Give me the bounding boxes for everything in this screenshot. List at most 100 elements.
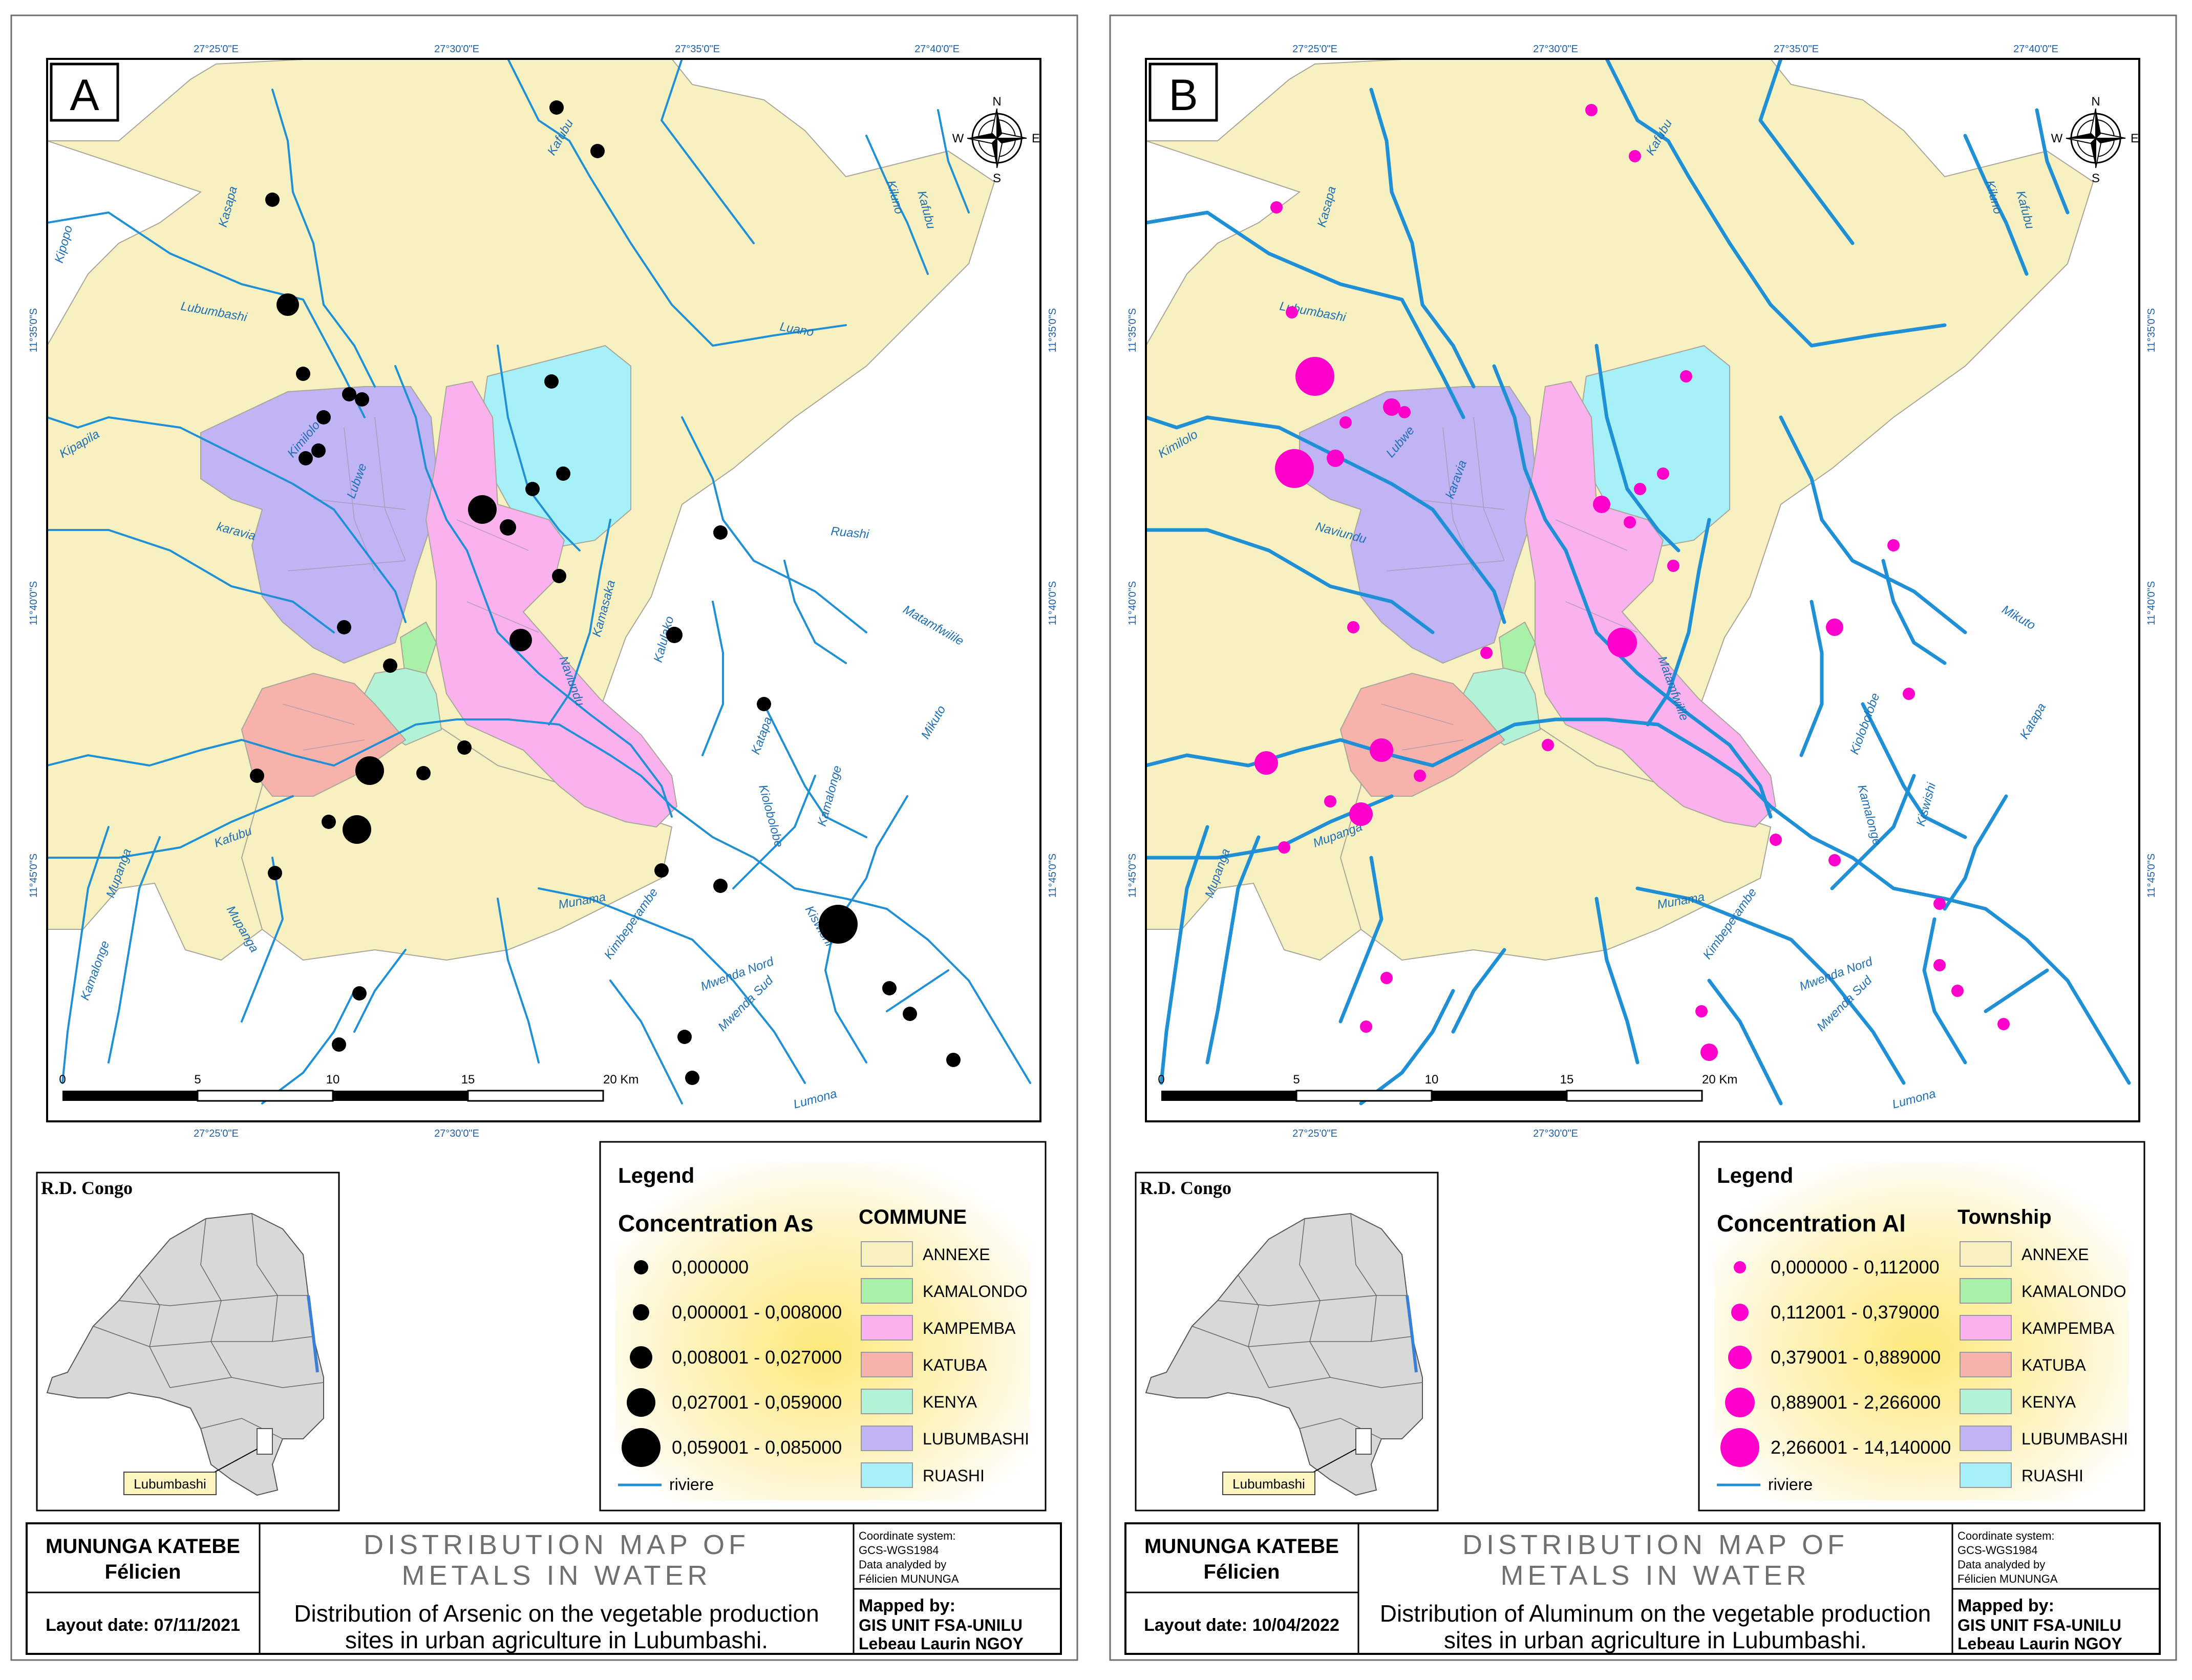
sampling-point — [509, 629, 532, 651]
sampling-point — [311, 443, 326, 458]
scale-tick-0: 0 — [1158, 1073, 1164, 1087]
lon-label: 27°30'0"E — [434, 44, 479, 55]
legend-class-symbol — [1731, 1304, 1749, 1321]
sampling-point — [1286, 306, 1298, 318]
sampling-point — [1680, 370, 1692, 382]
legend-title: Legend — [1717, 1163, 1793, 1187]
legend-commune-swatch — [1960, 1389, 2012, 1414]
subtitle-line1: Distribution of Aluminum on the vegetabl… — [1380, 1600, 1931, 1627]
sampling-point — [549, 100, 564, 115]
sampling-point — [337, 620, 351, 634]
mapped-by-label: Mapped by: — [1957, 1596, 2054, 1615]
lat-label: 11°40'0"S — [1127, 581, 1138, 625]
legend-classes: 0,000000 - 0,112000 0,112001 - 0,379000 0,… — [1720, 1257, 1951, 1467]
mapped-by-person: Lebeau Laurin NGOY — [1957, 1634, 2122, 1653]
sampling-point — [713, 525, 728, 540]
sampling-point — [556, 466, 570, 481]
scale-tick-10: 10 — [1425, 1073, 1439, 1087]
legend-commune-label: RUASHI — [2021, 1466, 2083, 1485]
mapped-by-label: Mapped by: — [859, 1596, 955, 1615]
subtitle-line2: sites in urban agriculture in Lubumbashi… — [345, 1627, 768, 1653]
sampling-point — [544, 374, 559, 389]
sampling-point — [1360, 1020, 1372, 1033]
sampling-point — [355, 392, 369, 407]
lon-label: 27°35'0"E — [675, 44, 720, 55]
sampling-point — [1327, 450, 1344, 467]
inset-map: R.D. Congo Lubumbashi — [36, 1172, 340, 1512]
legend-concentration-title: Concentration Al — [1717, 1210, 1906, 1237]
sampling-point — [1887, 539, 1900, 551]
lon-label-bottom: 27°30'0"E — [1533, 1128, 1578, 1139]
lon-label: 27°30'0"E — [1533, 44, 1578, 55]
sampling-point — [332, 1037, 346, 1052]
sampling-point — [1593, 496, 1610, 513]
sampling-point — [525, 482, 540, 496]
legend-commune-swatch — [1960, 1241, 2012, 1267]
lat-label-right: 11°35'0"S — [2146, 308, 2157, 352]
legend-communes: ANNEXE KAMALONDO KAMPEMBA KATUBA KENYA LUBUMB… — [1960, 1241, 2128, 1488]
subtitle-line2: sites in urban agriculture in Lubumbashi… — [1444, 1627, 1867, 1653]
sampling-point — [355, 756, 384, 785]
legend-commune-label: KAMALONDO — [2021, 1282, 2126, 1301]
lon-label: 27°25'0"E — [194, 44, 239, 55]
sampling-point — [1933, 959, 1946, 971]
legend-commune-label: LUBUMBASHI — [923, 1430, 1029, 1448]
sampling-point — [552, 569, 566, 583]
sampling-point — [1414, 770, 1426, 782]
legend-commune-label: ANNEXE — [923, 1245, 990, 1264]
lat-label-right: 11°40'0"S — [2146, 581, 2157, 625]
lat-label-right: 11°45'0"S — [1047, 854, 1058, 898]
inset-title: R.D. Congo — [41, 1178, 133, 1198]
map-frame — [46, 58, 1041, 1122]
lon-label: 27°40'0"E — [914, 44, 960, 55]
sampling-point — [383, 658, 397, 673]
data-analysed-label: Data analyded by — [859, 1558, 946, 1571]
map-title-line1: DISTRIBUTION MAP OF — [1462, 1529, 1848, 1560]
legend-commune-label: KATUBA — [923, 1356, 987, 1374]
sampling-point — [250, 769, 264, 783]
legend-class-symbol — [1720, 1428, 1759, 1467]
inset-title: R.D. Congo — [1140, 1178, 1231, 1198]
north-arrow-icon: N S E W — [952, 95, 1040, 185]
inset-map: R.D. Congo Lubumbashi — [1135, 1172, 1439, 1512]
sampling-point — [457, 740, 472, 755]
legend-commune-swatch — [861, 1241, 913, 1267]
north-arrow-icon: N S E W — [2051, 95, 2139, 185]
scale-bar: 0 5 10 15 20 Km — [59, 1073, 639, 1102]
sampling-point — [322, 815, 336, 829]
mapped-by-person: Lebeau Laurin NGOY — [859, 1634, 1024, 1653]
legend-commune-label: KAMPEMBA — [2021, 1319, 2115, 1337]
map-title-line2: METALS IN WATER — [1500, 1560, 1810, 1591]
legend-communes: ANNEXE KAMALONDO KAMPEMBA KATUBA KENYA LUBUMB… — [861, 1241, 1029, 1488]
legend-class-label: 0,112001 - 0,379000 — [1771, 1302, 1940, 1323]
longitude-labels: 27°25'0"E 27°30'0"E 27°35'0"E 27°40'0"E … — [1292, 44, 2058, 1139]
lon-label-bottom: 27°30'0"E — [434, 1128, 479, 1139]
latitude-labels: 11°35'0"S 11°40'0"S 11°45'0"S 11°35'0"S … — [1127, 308, 2157, 898]
legend-commune-swatch — [861, 1462, 913, 1488]
panel-letter: A — [70, 71, 99, 120]
drc-provinces — [1191, 1213, 1423, 1439]
legend-class-label: 0,379001 - 0,889000 — [1771, 1347, 1941, 1368]
sampling-point — [1324, 795, 1336, 807]
sampling-point — [342, 387, 356, 401]
legend-class-symbol — [1728, 1346, 1752, 1369]
author-name: MUNUNGA KATEBE — [46, 1535, 240, 1558]
lat-label: 11°35'0"S — [1127, 308, 1138, 352]
latitude-labels: 11°35'0"S 11°40'0"S 11°45'0"S 11°35'0"S … — [28, 308, 1058, 898]
sampling-point — [416, 766, 431, 780]
sampling-point — [1349, 802, 1373, 826]
sampling-point — [1380, 972, 1393, 984]
legend-commune-label: ANNEXE — [2021, 1245, 2089, 1264]
lat-label-right: 11°45'0"S — [2146, 854, 2157, 898]
legend-class-label: 0,000001 - 0,008000 — [672, 1302, 842, 1323]
legend-river-label: riviere — [669, 1475, 714, 1494]
sampling-point — [1339, 416, 1352, 429]
legend-class-symbol — [622, 1428, 661, 1467]
legend-commune-swatch — [1960, 1278, 2012, 1304]
mapped-by-unit: GIS UNIT FSA-UNILU — [1957, 1616, 2121, 1634]
legend-commune-label: KATUBA — [2021, 1356, 2086, 1374]
longitude-labels: 27°25'0"E 27°30'0"E 27°35'0"E 27°40'0"E … — [194, 44, 960, 1139]
sampling-point — [757, 697, 771, 711]
legend-commune-title: Township — [1957, 1206, 2052, 1228]
